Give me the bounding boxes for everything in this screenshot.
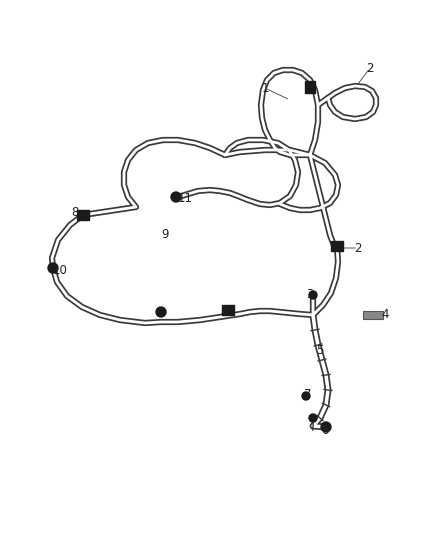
Text: 11: 11 <box>177 191 192 205</box>
Circle shape <box>171 192 181 202</box>
Text: 5: 5 <box>316 343 324 357</box>
Text: 2: 2 <box>354 241 362 254</box>
Circle shape <box>321 422 331 432</box>
Bar <box>77 210 89 220</box>
Text: 9: 9 <box>161 229 169 241</box>
Text: 10: 10 <box>53 263 67 277</box>
Circle shape <box>309 414 317 422</box>
Bar <box>363 311 383 319</box>
Text: 6: 6 <box>321 424 329 437</box>
Bar <box>305 81 315 93</box>
Text: 2: 2 <box>366 61 374 75</box>
Text: 3: 3 <box>306 288 314 302</box>
Circle shape <box>309 291 317 299</box>
Circle shape <box>156 307 166 317</box>
Circle shape <box>302 392 310 400</box>
Text: 8: 8 <box>71 206 79 220</box>
Text: 4: 4 <box>381 308 389 320</box>
Circle shape <box>48 263 58 273</box>
Text: 1: 1 <box>261 82 269 94</box>
Bar <box>222 305 234 315</box>
Text: 7: 7 <box>304 389 312 401</box>
Text: 8: 8 <box>221 303 229 317</box>
Bar <box>331 241 343 251</box>
